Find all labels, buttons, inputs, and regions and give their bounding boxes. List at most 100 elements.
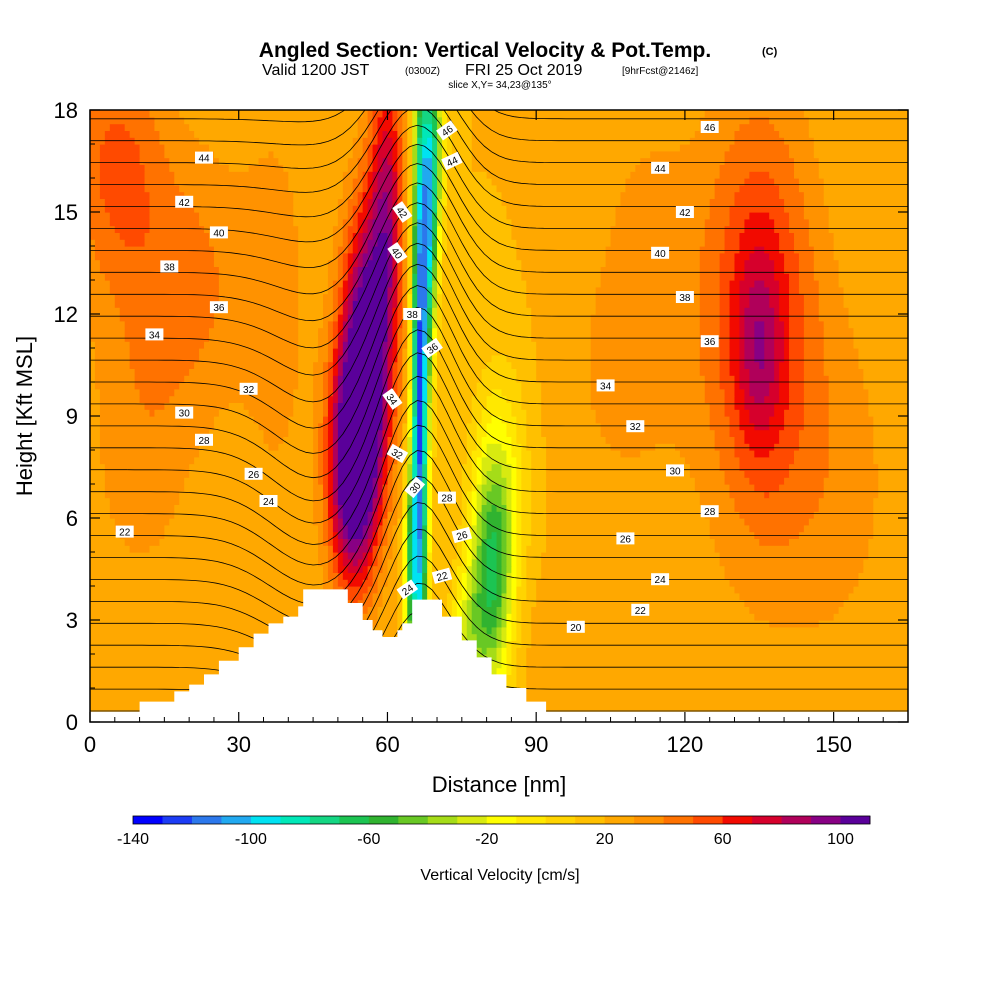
- velocity-cell: [417, 490, 423, 499]
- velocity-cell: [774, 348, 785, 356]
- velocity-cell: [873, 524, 908, 533]
- velocity-cell: [332, 470, 339, 478]
- velocity-cell: [407, 286, 413, 295]
- velocity-cell: [496, 654, 503, 662]
- velocity-cell: [332, 518, 339, 526]
- velocity-cell: [451, 599, 458, 607]
- velocity-cell: [422, 184, 428, 193]
- velocity-cell: [848, 307, 908, 315]
- velocity-cell: [432, 470, 463, 478]
- velocity-cell: [347, 307, 354, 315]
- velocity-cell: [441, 137, 448, 145]
- velocity-cell: [372, 225, 394, 233]
- velocity-cell: [873, 504, 908, 512]
- velocity-cell: [382, 484, 389, 492]
- velocity-cell: [605, 436, 716, 444]
- velocity-cell: [377, 137, 384, 145]
- velocity-cell: [521, 701, 908, 709]
- velocity-cell: [769, 293, 780, 301]
- velocity-cell: [699, 368, 721, 376]
- velocity-cell: [471, 484, 478, 492]
- velocity-cell: [417, 497, 423, 505]
- velocity-cell: [427, 218, 433, 227]
- velocity-cell: [392, 388, 398, 397]
- velocity-cell: [531, 456, 547, 465]
- velocity-cell: [332, 293, 339, 301]
- velocity-cell: [407, 259, 413, 267]
- velocity-cell: [506, 599, 512, 607]
- velocity-cell: [422, 354, 428, 363]
- velocity-cell: [536, 592, 741, 601]
- velocity-cell: [724, 388, 736, 397]
- velocity-cell: [516, 626, 522, 635]
- velocity-cell: [382, 450, 389, 458]
- velocity-cell: [397, 463, 403, 471]
- velocity-cell: [749, 524, 805, 533]
- velocity-cell: [422, 511, 428, 519]
- velocity-cell: [476, 579, 483, 587]
- velocity-cell: [432, 368, 438, 376]
- velocity-cell: [739, 422, 755, 431]
- velocity-cell: [437, 150, 443, 159]
- colorbar-swatch: [811, 816, 841, 824]
- velocity-cell: [323, 436, 329, 444]
- velocity-cell: [149, 191, 185, 199]
- velocity-cell: [402, 334, 408, 342]
- velocity-cell: [184, 477, 314, 485]
- velocity-cell: [823, 361, 860, 369]
- velocity-cell: [347, 334, 389, 342]
- velocity-cell: [536, 368, 592, 376]
- velocity-cell: [169, 164, 230, 172]
- velocity-cell: [149, 198, 190, 206]
- velocity-cell: [293, 205, 339, 213]
- velocity-cell: [422, 218, 428, 227]
- velocity-cell: [402, 225, 408, 233]
- velocity-cell: [412, 246, 418, 254]
- velocity-cell: [90, 348, 96, 356]
- velocity-cell: [298, 354, 319, 363]
- velocity-cell: [501, 388, 522, 397]
- velocity-cell: [511, 443, 522, 451]
- velocity-cell: [392, 361, 398, 369]
- velocity-cell: [714, 545, 869, 553]
- velocity-cell: [288, 429, 314, 437]
- velocity-cell: [357, 259, 364, 267]
- velocity-cell: [506, 422, 517, 431]
- velocity-cell: [377, 538, 384, 546]
- velocity-cell: [729, 300, 741, 308]
- velocity-cell: [833, 252, 908, 261]
- velocity-cell: [402, 422, 408, 431]
- velocity-cell: [90, 545, 131, 553]
- velocity-cell: [779, 484, 825, 492]
- velocity-cell: [739, 246, 755, 254]
- velocity-cell: [729, 490, 765, 499]
- velocity-cell: [402, 368, 408, 376]
- velocity-cell: [789, 361, 805, 369]
- velocity-cell: [828, 470, 879, 478]
- velocity-cell: [466, 633, 478, 641]
- velocity-cell: [352, 307, 389, 315]
- velocity-cell: [769, 300, 780, 308]
- velocity-cell: [114, 293, 220, 301]
- velocity-cell: [337, 402, 384, 410]
- velocity-cell: [516, 681, 527, 689]
- velocity-cell: [298, 280, 329, 288]
- velocity-cell: [481, 484, 493, 492]
- velocity-cell: [213, 259, 299, 267]
- velocity-cell: [789, 320, 805, 329]
- velocity-cell: [729, 327, 741, 335]
- velocity-cell: [357, 164, 369, 172]
- velocity-cell: [90, 184, 101, 193]
- velocity-cell: [516, 375, 537, 383]
- velocity-cell: [189, 198, 294, 206]
- velocity-cell: [432, 184, 438, 193]
- velocity-cell: [729, 416, 741, 424]
- velocity-cell: [590, 327, 701, 335]
- velocity-cell: [323, 300, 334, 308]
- velocity-cell: [422, 395, 428, 403]
- velocity-cell: [327, 524, 334, 533]
- velocity-cell: [412, 205, 418, 213]
- velocity-cell: [377, 212, 389, 220]
- contour-label: 36: [700, 335, 719, 348]
- velocity-cell: [774, 266, 785, 274]
